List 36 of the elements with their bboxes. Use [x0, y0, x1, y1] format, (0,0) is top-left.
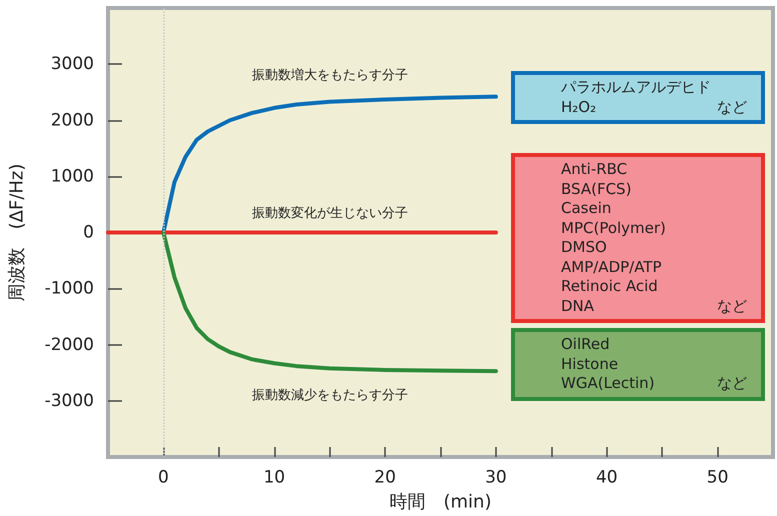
annotation: H₂O₂ [561, 98, 596, 117]
x-axis-title: 時間 (min) [390, 492, 492, 512]
annotation: MPC(Polymer) [561, 218, 666, 238]
y-tick-label: -1000 [44, 278, 94, 299]
x-tick-label: 0 [158, 468, 169, 488]
x-tick-label: 30 [485, 468, 507, 488]
annotation: 振動数増大をもたらす分子 [252, 66, 408, 84]
annotation: DNA [561, 296, 594, 316]
y-axis-title: 周波数 (ΔF/Hz) [6, 164, 28, 302]
annotation: Anti-RBC [561, 160, 628, 180]
annotation: 振動数変化が生じない分子 [252, 205, 408, 222]
y-tick-label: 2000 [50, 110, 94, 130]
annotation: Casein [561, 199, 612, 218]
annotation: Retinoic Acid [561, 277, 658, 296]
annotation: OilRed [561, 335, 610, 354]
y-tick-label: 3000 [50, 54, 94, 74]
annotation: AMP/ADP/ATP [561, 258, 662, 277]
y-tick-label: -2000 [44, 334, 94, 355]
y-tick-label: -3000 [44, 390, 94, 411]
x-tick-label: 50 [706, 468, 728, 488]
x-tick-label: 20 [374, 468, 396, 488]
annotation: WGA(Lectin) [561, 374, 655, 394]
x-tick-label: 40 [596, 468, 618, 488]
annotation: BSA(FCS) [561, 180, 632, 199]
annotation: 振動数減少をもたらす分子 [252, 387, 408, 404]
annotation: Histone [561, 354, 618, 374]
annotation: など [717, 374, 747, 394]
line-series [161, 230, 498, 374]
y-tick-label: 1000 [50, 166, 94, 186]
card: パラホルムアルデヒド H₂O₂ など [511, 71, 765, 124]
x-tick-label: 10 [263, 468, 286, 488]
annotation: パラホルムアルデヒド [561, 78, 711, 98]
annotation: など [717, 296, 747, 316]
annotation: DMSO [561, 238, 607, 258]
annotation: など [717, 98, 747, 117]
y-tick-label: 0 [83, 222, 94, 242]
